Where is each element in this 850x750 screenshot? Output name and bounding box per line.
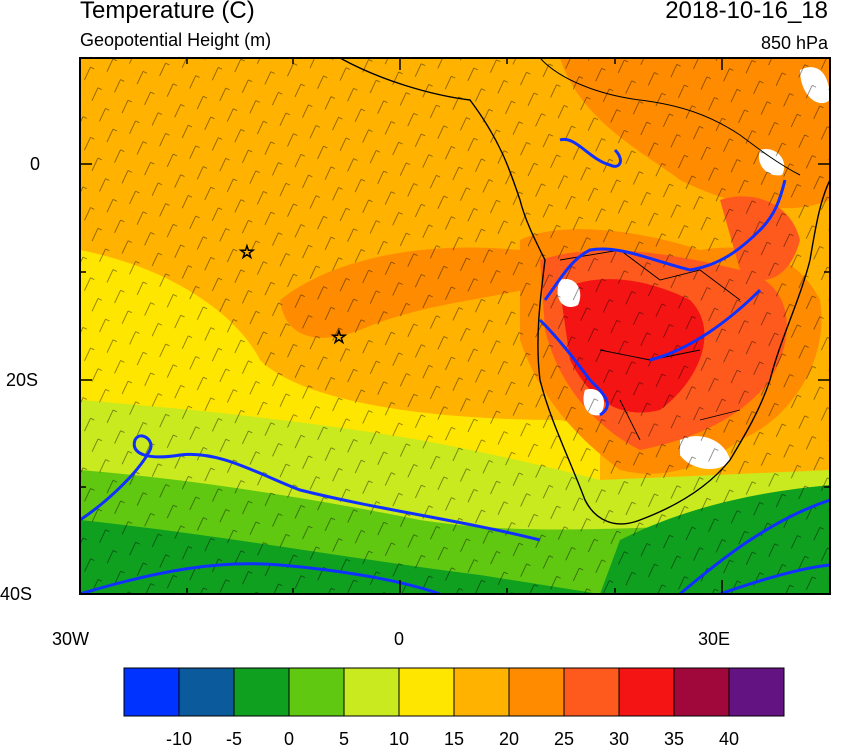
colorbar-tick-label: 0 <box>283 729 295 749</box>
lat-label-0: 0 <box>30 154 41 174</box>
colorbar-swatch <box>453 667 510 717</box>
lat-label-40s: 40S <box>0 584 33 604</box>
colorbar-tick-label: 10 <box>388 729 410 749</box>
colorbar-swatch <box>673 667 730 717</box>
colorbar-tick-label: 40 <box>718 729 740 749</box>
pressure-level: 850 hPa <box>760 33 828 53</box>
island-star-icon: ☆ <box>331 327 347 348</box>
temperature-field: ☆ ☆ <box>80 58 830 594</box>
map-frame <box>79 57 831 595</box>
colorbar-tick-label: 35 <box>663 729 685 749</box>
colorbar-swatch <box>288 667 345 717</box>
colorbar-swatch <box>508 667 565 717</box>
colorbar-swatch <box>728 667 785 717</box>
colorbar-tick-label: 20 <box>498 729 520 749</box>
colorbar <box>123 667 785 717</box>
lon-label-30e: 30E <box>698 629 731 649</box>
colorbar-swatch <box>563 667 620 717</box>
lat-label-20s: 20S <box>6 370 39 390</box>
colorbar-tick-label: -5 <box>225 729 243 749</box>
colorbar-tick-label: 30 <box>608 729 630 749</box>
map-title: Temperature (C) <box>80 0 255 24</box>
colorbar-swatch <box>123 667 180 717</box>
colorbar-tick-label: 5 <box>338 729 350 749</box>
valid-datetime: 2018-10-16_18 <box>665 0 828 24</box>
lon-label-30w: 30W <box>52 629 90 649</box>
colorbar-swatch <box>398 667 455 717</box>
axis-ticks <box>79 58 830 595</box>
map-subtitle: Geopotential Height (m) <box>80 30 272 50</box>
lon-label-0: 0 <box>394 629 405 649</box>
colorbar-tick-label: 25 <box>553 729 575 749</box>
colorbar-tick-label: -10 <box>165 729 193 749</box>
colorbar-swatch <box>178 667 235 717</box>
colorbar-swatch <box>618 667 675 717</box>
island-star-icon: ☆ <box>239 242 255 263</box>
colorbar-swatch <box>233 667 290 717</box>
colorbar-swatch <box>343 667 400 717</box>
colorbar-tick-label: 15 <box>443 729 465 749</box>
